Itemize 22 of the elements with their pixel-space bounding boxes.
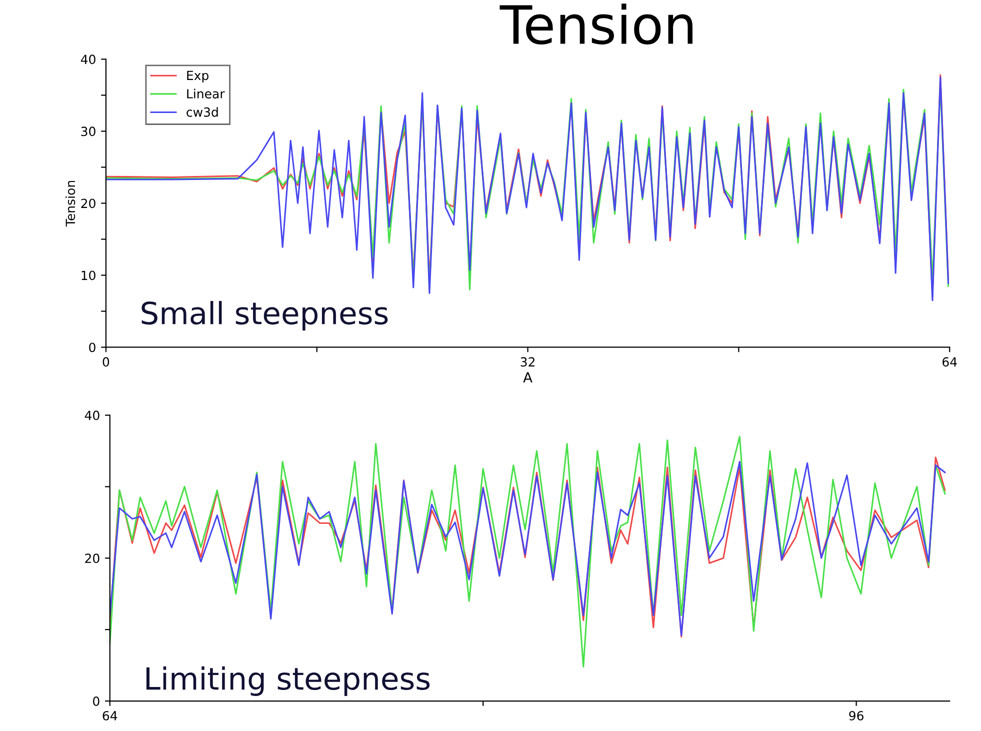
x-tick-label: 32 <box>520 357 534 367</box>
legend-label: cw3d <box>186 107 218 117</box>
annotation: Limiting steepness <box>146 666 430 696</box>
y-tick-label: 40 <box>84 410 100 420</box>
x-tick-label: 96 <box>849 710 864 720</box>
y-tick-label: 10 <box>82 270 96 280</box>
y-axis-title: Tension <box>65 180 76 227</box>
y-tick-label: 0 <box>89 342 96 352</box>
x-axis-title: A <box>523 372 532 382</box>
chart-title: Tension <box>500 4 692 45</box>
line-series <box>110 436 946 668</box>
y-tick-label: 30 <box>81 126 96 136</box>
y-tick-label: 40 <box>80 54 96 64</box>
y-tick-label: 0 <box>93 696 100 706</box>
y-tick-label: 20 <box>81 198 96 208</box>
annotation: Small steepness <box>142 300 388 331</box>
legend-label: Exp <box>187 70 208 83</box>
y-tick-label: 20 <box>85 554 100 564</box>
x-tick-label: 0 <box>102 357 110 367</box>
legend-label: Linear <box>187 88 225 98</box>
x-tick-label: 64 <box>942 357 957 367</box>
x-tick-label: 64 <box>102 710 118 720</box>
